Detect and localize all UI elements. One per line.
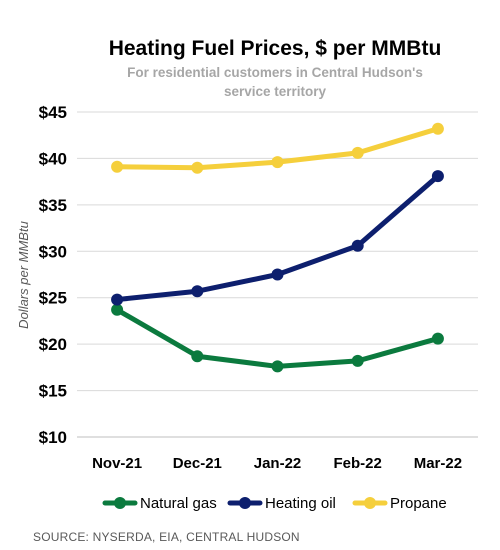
chart-title: Heating Fuel Prices, $ per MMBtu — [109, 37, 442, 60]
data-point — [431, 332, 444, 345]
data-point — [351, 354, 364, 367]
data-point — [111, 293, 124, 306]
data-point — [191, 285, 204, 298]
data-point — [111, 303, 124, 316]
y-tick-label: $10 — [39, 428, 67, 447]
y-tick-label: $25 — [39, 289, 67, 308]
series-propane — [111, 122, 444, 174]
data-point — [351, 146, 364, 159]
data-point — [271, 360, 284, 373]
y-tick-label: $20 — [39, 335, 67, 354]
legend-label: Heating oil — [265, 495, 336, 512]
y-axis-label: Dollars per MMBtu — [16, 221, 31, 329]
legend: Natural gas Heating oil Propane — [102, 495, 447, 512]
data-point — [271, 156, 284, 169]
legend-swatch-marker — [364, 497, 376, 509]
series-natural-gas — [111, 303, 444, 373]
x-tick-label: Mar-22 — [414, 455, 462, 472]
data-point — [351, 239, 364, 252]
series-line — [114, 173, 441, 303]
series-line — [114, 307, 441, 369]
data-point — [271, 268, 284, 281]
y-axis-ticks: $10 $15 $20 $25 $30 $35 $40 $45 — [39, 103, 67, 447]
legend-swatch-marker — [239, 497, 251, 509]
chart-subtitle-line-1: For residential customers in Central Hud… — [127, 65, 423, 80]
y-tick-label: $45 — [39, 103, 67, 122]
y-tick-label: $35 — [39, 196, 67, 215]
data-point — [431, 122, 444, 135]
legend-item: Heating oil — [227, 495, 336, 512]
legend-label: Propane — [390, 495, 447, 512]
chart-subtitle-line-2: service territory — [224, 84, 327, 99]
data-point — [111, 160, 124, 173]
legend-item: Natural gas — [102, 495, 217, 512]
y-tick-label: $15 — [39, 382, 67, 401]
x-tick-label: Feb-22 — [334, 455, 382, 472]
y-tick-label: $40 — [39, 149, 67, 168]
x-tick-label: Jan-22 — [254, 455, 302, 472]
legend-label: Natural gas — [140, 495, 217, 512]
legend-item: Propane — [352, 495, 447, 512]
source-note: SOURCE: NYSERDA, EIA, CENTRAL HUDSON — [33, 530, 300, 544]
series-lines — [111, 122, 444, 373]
legend-swatch-marker — [114, 497, 126, 509]
data-point — [191, 161, 204, 174]
series-heating-oil — [111, 170, 444, 306]
data-point — [191, 350, 204, 363]
data-point — [431, 170, 444, 183]
y-tick-label: $30 — [39, 242, 67, 261]
x-tick-label: Nov-21 — [92, 455, 142, 472]
x-axis-ticks: Nov-21 Dec-21 Jan-22 Feb-22 Mar-22 — [92, 455, 462, 472]
x-tick-label: Dec-21 — [173, 455, 222, 472]
